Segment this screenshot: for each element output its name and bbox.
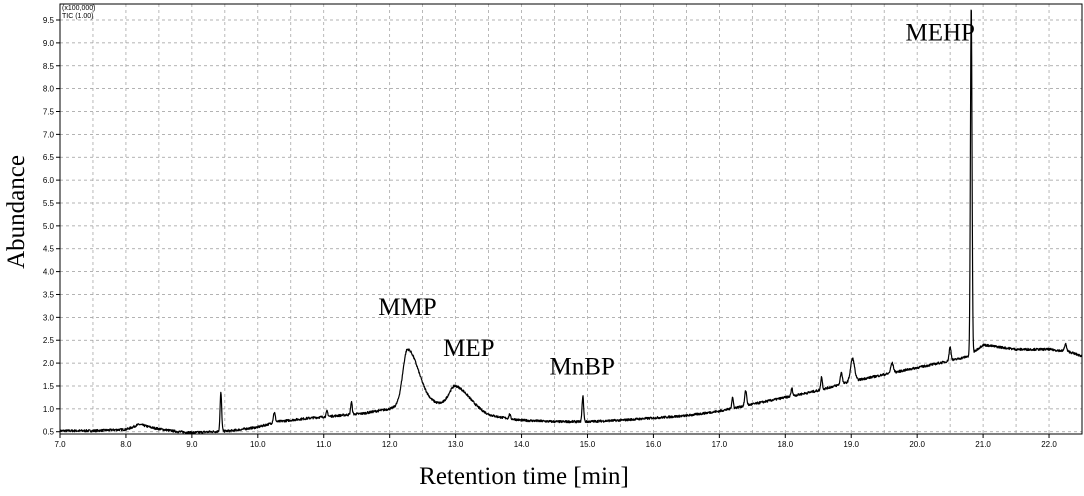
y-tick-label: 4.0: [43, 268, 55, 277]
y-tick-label: 9.5: [43, 16, 55, 25]
y-tick-label: 2.0: [43, 359, 55, 368]
x-tick-label: 16.0: [646, 440, 662, 449]
x-tick-label: 13.0: [448, 440, 464, 449]
x-tick-label: 12.0: [382, 440, 398, 449]
y-tick-label: 3.0: [43, 313, 55, 322]
y-tick-label: 5.5: [43, 199, 55, 208]
trace-label: TIC (1.00): [62, 13, 94, 20]
y-tick-label: 2.5: [43, 336, 55, 345]
x-tick-label: 8.0: [120, 440, 132, 449]
y-tick-label: 8.5: [43, 62, 55, 71]
x-tick-label: 11.0: [316, 440, 332, 449]
peak-label-mnbp: MnBP: [550, 354, 615, 381]
x-tick-label: 9.0: [186, 440, 198, 449]
y-tick-label: 8.0: [43, 85, 55, 94]
peak-labels: MMP MEP MnBP MEHP: [378, 20, 975, 381]
grid-lines: [60, 4, 1082, 434]
peak-label-mmp: MMP: [378, 294, 436, 321]
y-tick-label: 0.5: [43, 428, 55, 437]
x-tick-label: 18.0: [778, 440, 794, 449]
y-tick-label: 7.5: [43, 108, 55, 117]
y-tick-label: 1.5: [43, 382, 55, 391]
x-tick-label: 15.0: [580, 440, 596, 449]
y-tick-label: 3.5: [43, 290, 55, 299]
y-tick-label: 4.5: [43, 245, 55, 254]
y-tick-label: 6.5: [43, 153, 55, 162]
axis-ticks: 7.0 8.0 9.0 10.0 11.0 12.0 13.0 14.0 15.0 16.0 17.…: [43, 16, 1057, 449]
x-tick-label: 14.0: [514, 440, 530, 449]
tic-trace: [59, 9, 1083, 435]
x-tick-label: 17.0: [712, 440, 728, 449]
y-axis-title: Abundance: [3, 155, 30, 269]
x-tick-label: 19.0: [843, 440, 859, 449]
y-tick-label: 1.0: [43, 405, 55, 414]
peak-label-mep: MEP: [443, 335, 494, 362]
peak-label-mehp: MEHP: [906, 20, 975, 47]
y-tick-label: 5.0: [43, 222, 55, 231]
x-tick-label: 22.0: [1041, 440, 1057, 449]
x-tick-label: 20.0: [909, 440, 925, 449]
y-tick-label: 9.0: [43, 39, 55, 48]
plot-frame: [59, 3, 1083, 435]
x-tick-label: 21.0: [975, 440, 991, 449]
scale-note: (x100,000): [62, 5, 95, 12]
x-tick-label: 7.0: [54, 440, 66, 449]
y-tick-label: 7.0: [43, 130, 55, 139]
x-tick-label: 10.0: [250, 440, 266, 449]
y-tick-label: 6.0: [43, 176, 55, 185]
x-axis-title: Retention time [min]: [419, 463, 629, 490]
